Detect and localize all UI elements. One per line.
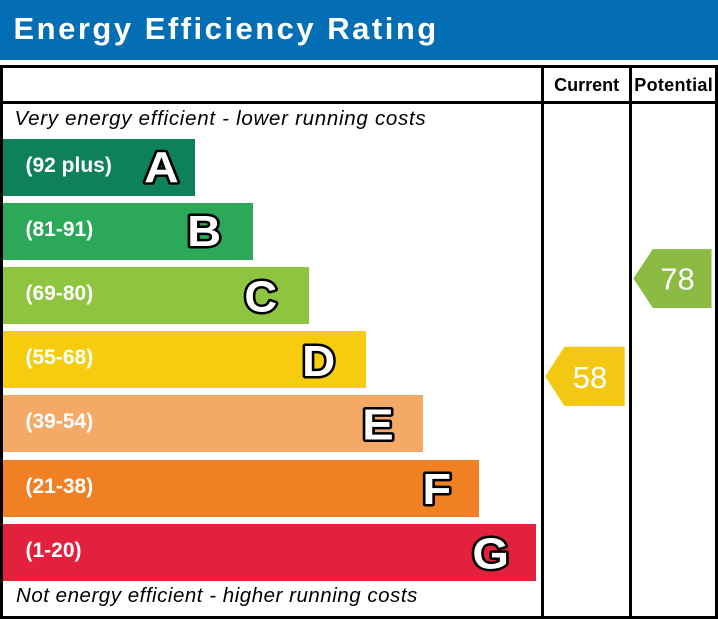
svg-text:B: B	[187, 206, 221, 255]
svg-text:E: E	[362, 400, 393, 449]
svg-text:58: 58	[573, 360, 607, 395]
svg-text:G: G	[472, 529, 509, 578]
svg-text:C: C	[244, 273, 277, 321]
svg-text:A: A	[144, 142, 179, 192]
svg-text:78: 78	[660, 262, 694, 297]
svg-text:F: F	[422, 464, 451, 513]
svg-text:D: D	[302, 336, 335, 386]
